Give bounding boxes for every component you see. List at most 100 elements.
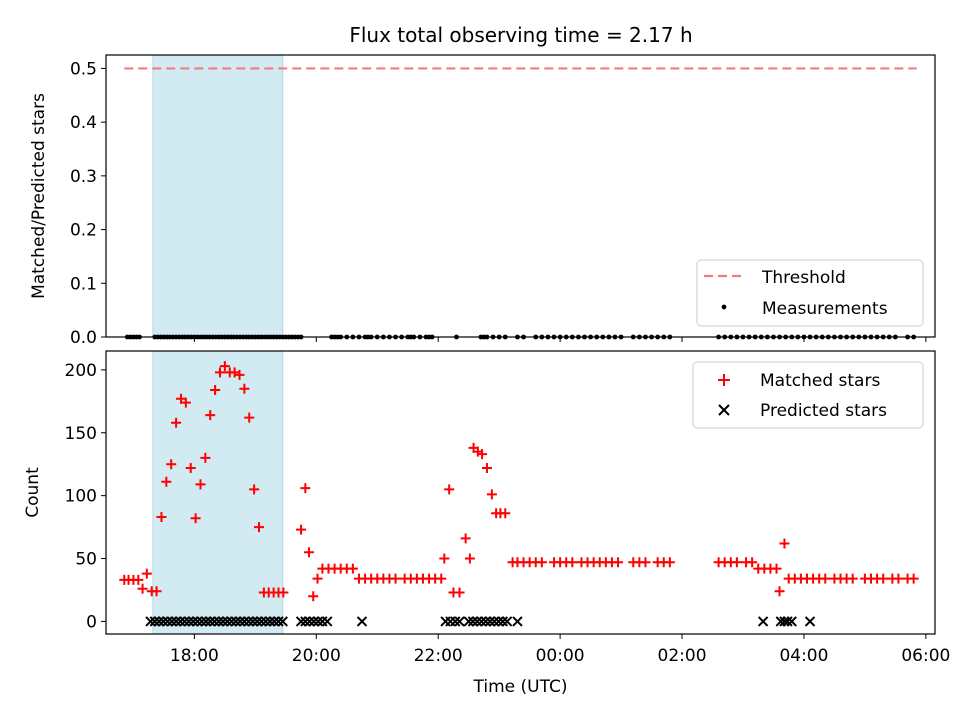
bottom-y-axis-ticks: 0 50 100 150 200 — [65, 361, 106, 632]
matched-star-marker — [190, 513, 201, 524]
bottom-legend: Matched stars Predicted stars — [692, 361, 924, 429]
x-tick-label: 20:00 — [292, 646, 341, 666]
predicted-star-marker — [243, 616, 254, 627]
bottom-plot-frame — [105, 350, 936, 635]
matched-star-marker — [166, 459, 177, 470]
matched-star-marker — [205, 410, 216, 421]
matched-star-marker — [747, 557, 758, 568]
legend-matched-swatch — [718, 374, 730, 386]
predicted-star-marker — [322, 616, 333, 627]
predicted-star-marker — [512, 616, 523, 627]
star-count-points — [119, 361, 919, 627]
matched-star-marker — [300, 483, 311, 494]
matched-star-marker — [195, 479, 206, 490]
matched-star-marker — [347, 563, 358, 574]
predicted-star-marker — [217, 616, 229, 627]
bottom-y-tick-label: 0 — [86, 612, 97, 632]
matched-star-marker — [180, 397, 191, 408]
matched-star-marker — [820, 573, 831, 584]
predicted-star-marker — [454, 616, 465, 627]
matched-star-marker — [771, 563, 782, 574]
bottom-x-axis-ticks: 18:00 20:00 22:00 00:00 02:00 04:00 06:00 — [170, 634, 950, 666]
predicted-star-marker — [192, 616, 203, 627]
predicted-star-marker — [170, 616, 182, 627]
matched-star-marker — [137, 583, 148, 594]
matched-star-marker — [477, 449, 488, 460]
matched-star-marker — [171, 417, 182, 428]
predicted-star-marker — [162, 616, 173, 627]
predicted-star-marker — [239, 616, 250, 627]
top-panel: 0.0 0.1 0.2 0.3 0.4 0.5 Matched/Predicted sta… — [29, 54, 936, 348]
matched-star-marker — [847, 573, 858, 584]
predicted-star-marker — [356, 616, 368, 627]
matched-star-marker — [200, 452, 211, 463]
predicted-star-marker — [484, 616, 496, 627]
predicted-star-marker — [200, 616, 212, 627]
predicted-star-marker — [145, 616, 156, 627]
matched-star-marker — [444, 484, 455, 495]
legend-predicted-label: Predicted stars — [760, 401, 887, 421]
predicted-star-marker — [205, 616, 216, 627]
predicted-star-marker — [209, 616, 220, 627]
top-y-axis-ticks: 0.0 0.1 0.2 0.3 0.4 0.5 — [70, 59, 106, 348]
predicted-star-marker — [804, 616, 816, 627]
predicted-star-marker — [183, 616, 195, 627]
predicted-star-marker — [476, 616, 487, 627]
predicted-star-marker — [277, 616, 288, 627]
matched-star-marker — [214, 367, 225, 378]
matched-star-marker — [436, 573, 447, 584]
matched-star-marker — [133, 574, 144, 585]
top-legend: Threshold Measurements — [696, 259, 924, 327]
predicted-star-marker — [501, 616, 513, 627]
legend-matched-label: Matched stars — [760, 371, 880, 391]
matched-star-marker — [312, 573, 323, 584]
matched-star-marker — [486, 489, 497, 500]
predicted-star-marker — [480, 616, 491, 627]
legend-predicted-swatch — [718, 404, 730, 416]
top-y-tick-label: 0.5 — [70, 59, 97, 79]
matched-star-marker — [161, 476, 172, 487]
predicted-star-marker — [222, 616, 233, 627]
predicted-star-marker — [467, 616, 479, 627]
matched-star-marker — [460, 533, 471, 544]
predicted-star-marker — [273, 616, 284, 627]
matched-star-marker — [481, 462, 492, 473]
predicted-star-marker — [234, 616, 246, 627]
predicted-star-marker — [260, 616, 271, 627]
bottom-y-tick-label: 100 — [65, 487, 97, 507]
bottom-legend-box — [692, 361, 924, 429]
legend-measurements-label: Measurements — [762, 299, 888, 319]
predicted-star-marker — [497, 616, 509, 627]
predicted-star-marker — [158, 616, 169, 627]
matched-star-marker — [210, 384, 221, 395]
predicted-star-marker — [300, 616, 311, 627]
bottom-y-tick-label: 200 — [65, 361, 97, 381]
predicted-star-marker — [757, 616, 769, 627]
top-y-axis-label: Matched/Predicted stars — [29, 93, 49, 299]
predicted-star-marker — [493, 616, 504, 627]
predicted-star-marker — [196, 616, 207, 627]
top-y-tick-label: 0.4 — [70, 113, 97, 133]
matched-star-marker — [151, 586, 162, 597]
matched-star-marker — [774, 586, 785, 597]
matched-star-marker — [640, 557, 651, 568]
matched-star-marker — [239, 383, 250, 394]
x-tick-label: 02:00 — [658, 646, 707, 666]
predicted-star-marker — [308, 616, 320, 627]
predicted-star-marker — [264, 616, 276, 627]
x-tick-label: 00:00 — [536, 646, 585, 666]
predicted-star-marker — [295, 616, 307, 627]
matched-star-marker — [253, 522, 264, 533]
matched-star-marker — [244, 412, 255, 423]
predicted-star-marker — [312, 616, 324, 627]
legend-measurement-swatch — [721, 304, 727, 310]
matched-star-marker — [278, 587, 289, 598]
top-y-tick-label: 0.0 — [70, 328, 97, 348]
matched-star-marker — [303, 547, 314, 558]
matched-star-marker — [234, 369, 245, 380]
predicted-star-marker — [463, 616, 474, 627]
matched-star-marker — [567, 557, 578, 568]
matched-star-marker — [141, 568, 152, 579]
bottom-y-tick-label: 50 — [75, 550, 97, 570]
